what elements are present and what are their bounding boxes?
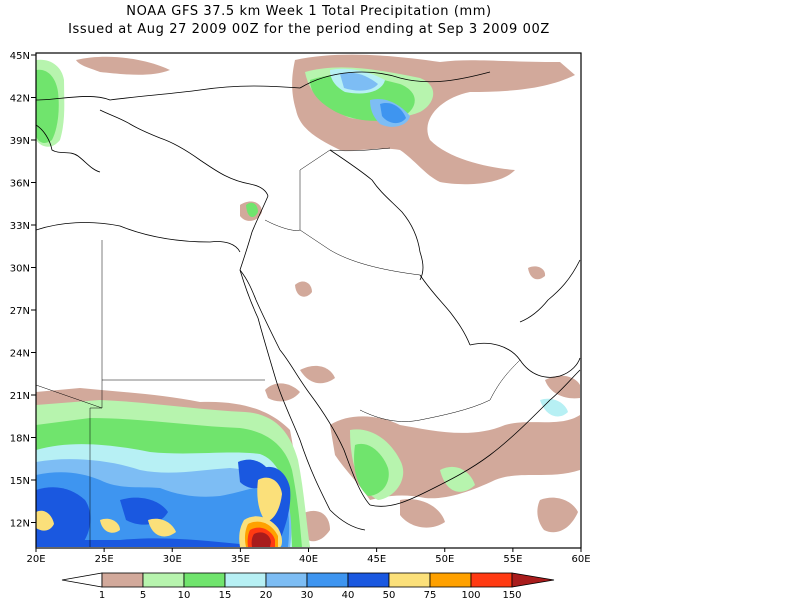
lon-label: 25E [95,554,114,565]
legend-threshold: 75 [424,590,437,600]
legend-swatch [347,572,390,588]
legend-threshold: 15 [219,590,232,600]
lat-label: 33N [10,221,30,232]
lat-label: 24N [10,349,30,360]
latitude-axis: 45N 42N 39N 36N 33N 30N 27N 24N 21N 18N 15N 12N [10,51,36,530]
coastlines [36,71,581,531]
legend-swatch [470,572,513,588]
legend-swatch [142,572,185,588]
legend-arrow-high [511,572,555,588]
longitude-axis: 20E 25E 30E 35E 40E 45E 50E 55E 60E [26,548,591,565]
legend-threshold: 10 [178,590,191,600]
lat-label: 39N [10,136,30,147]
lat-label: 12N [10,519,30,530]
legend-threshold: 5 [140,590,146,600]
lon-label: 45E [367,554,386,565]
legend-swatch [306,572,349,588]
lat-label: 21N [10,391,30,402]
lat-label: 36N [10,179,30,190]
lon-label: 60E [571,554,590,565]
lat-label: 15N [10,476,30,487]
lon-label: 55E [503,554,522,565]
lon-label: 30E [163,554,182,565]
lat-label: 18N [10,434,30,445]
borders [36,147,521,547]
legend-threshold: 50 [383,590,396,600]
legend-arrow-low [61,572,103,588]
legend-threshold: 40 [342,590,355,600]
lat-label: 30N [10,264,30,275]
legend-swatch [224,572,267,588]
lat-label: 45N [10,51,30,62]
precipitation-field [36,54,580,547]
map-subtitle: Issued at Aug 27 2009 00Z for the period… [68,22,550,37]
legend-threshold: 20 [260,590,273,600]
legend-threshold: 1 [99,590,105,600]
legend-swatch [183,572,226,588]
map-title: NOAA GFS 37.5 km Week 1 Total Precipitat… [126,4,492,19]
legend-swatch [388,572,431,588]
legend-threshold: 100 [461,590,480,600]
lon-label: 35E [231,554,250,565]
legend-swatch [429,572,472,588]
precipitation-legend: 1 5 10 15 20 30 40 50 75 100 150 [61,572,555,600]
legend-threshold: 150 [502,590,521,600]
legend-swatch [101,572,144,588]
lat-label: 42N [10,94,30,105]
lon-label: 40E [299,554,318,565]
lon-label: 50E [435,554,454,565]
legend-swatch [265,572,308,588]
lon-label: 20E [26,554,45,565]
legend-threshold: 30 [301,590,314,600]
lat-label: 27N [10,306,30,317]
